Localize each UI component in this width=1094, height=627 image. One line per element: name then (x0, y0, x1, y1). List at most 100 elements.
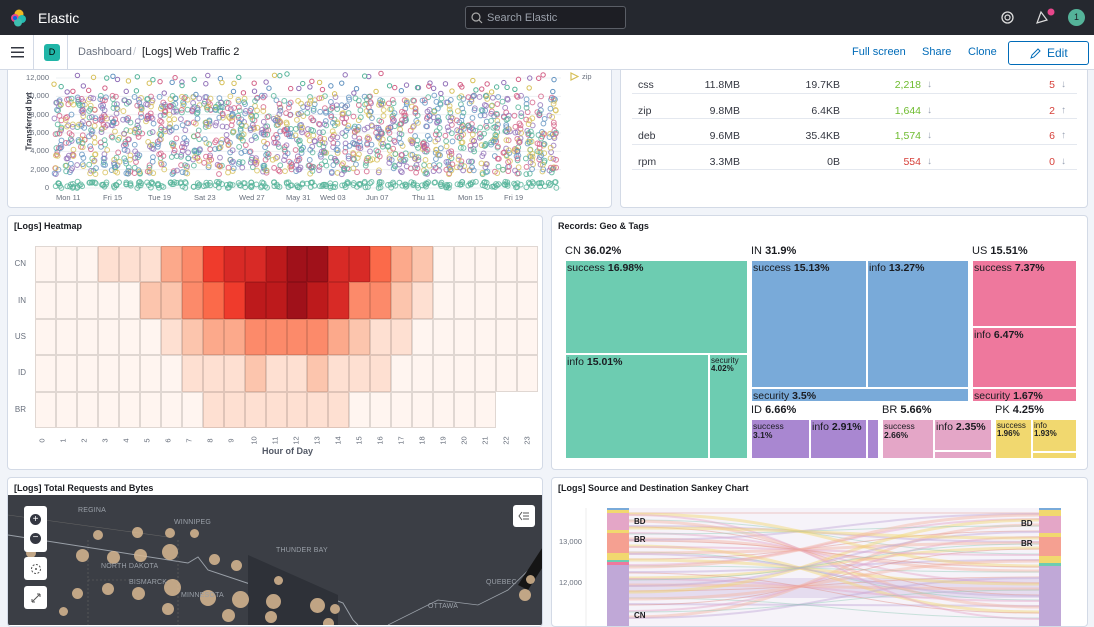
treemap-cell[interactable]: info 6.47% (972, 327, 1077, 388)
heatmap-cell[interactable] (181, 246, 203, 283)
heatmap-cell[interactable] (496, 282, 518, 319)
treemap-cell[interactable]: info 1.93% (1032, 419, 1077, 452)
menu-icon[interactable] (11, 47, 24, 58)
heatmap-cell[interactable] (349, 318, 371, 356)
map-bubble[interactable] (330, 604, 340, 614)
search-input[interactable]: Search Elastic (465, 6, 626, 29)
map-bubble[interactable] (519, 589, 531, 601)
heatmap-cell[interactable] (412, 246, 434, 283)
heatmap-cell[interactable] (328, 355, 350, 392)
heatmap-cell[interactable] (55, 246, 77, 283)
heatmap-cell[interactable] (160, 391, 182, 428)
heatmap-cell[interactable] (181, 355, 203, 392)
treemap-cell[interactable]: info 15.01% (565, 354, 709, 459)
heatmap-cell[interactable] (265, 282, 287, 319)
treemap-cell[interactable]: success 16.98% (565, 260, 748, 354)
heatmap-cell[interactable] (412, 391, 434, 428)
heatmap-cell[interactable] (475, 391, 497, 428)
heatmap-cell[interactable] (286, 391, 308, 428)
full-screen-button[interactable]: Full screen (852, 46, 906, 58)
heatmap-cell[interactable] (454, 318, 476, 356)
heatmap-cell[interactable] (118, 282, 140, 319)
map-bubble[interactable] (26, 548, 36, 558)
heatmap-cell[interactable] (160, 246, 182, 283)
heatmap-cell[interactable] (55, 391, 77, 428)
map-bubble[interactable] (133, 548, 147, 562)
heatmap-cell[interactable] (349, 355, 371, 392)
heatmap-cell[interactable] (391, 391, 413, 428)
heatmap-cell[interactable] (55, 318, 77, 356)
heatmap-cell[interactable] (118, 318, 140, 356)
heatmap-cell[interactable] (244, 318, 266, 356)
edit-button[interactable]: Edit (1008, 41, 1089, 65)
map-bubble[interactable] (309, 597, 325, 613)
map-bubble[interactable] (322, 617, 334, 625)
locate-button[interactable] (24, 557, 47, 580)
map-bubble[interactable] (163, 578, 181, 596)
heatmap-cell[interactable] (35, 246, 56, 283)
fit-bounds-button[interactable] (24, 586, 47, 609)
heatmap-cell[interactable] (412, 355, 434, 392)
heatmap-cell[interactable] (202, 355, 224, 392)
map-bubble[interactable] (189, 528, 199, 538)
heatmap-cell[interactable] (35, 355, 56, 392)
heatmap-cell[interactable] (139, 282, 161, 319)
heatmap-cell[interactable] (412, 318, 434, 356)
heatmap-cell[interactable] (160, 355, 182, 392)
heatmap-cell[interactable] (97, 355, 119, 392)
heatmap-cell[interactable] (139, 355, 161, 392)
heatmap-cell[interactable] (307, 391, 329, 428)
heatmap-cell[interactable] (160, 282, 182, 319)
heatmap-cell[interactable] (496, 246, 518, 283)
heatmap-cell[interactable] (433, 318, 455, 356)
heatmap-cell[interactable] (118, 246, 140, 283)
treemap-cell[interactable]: info 2.91% (810, 419, 867, 459)
heatmap-cell[interactable] (370, 391, 392, 428)
heatmap-cell[interactable] (433, 355, 455, 392)
heatmap-cell[interactable] (118, 355, 140, 392)
heatmap-cell[interactable] (139, 318, 161, 356)
heatmap-cell[interactable] (76, 282, 98, 319)
heatmap-cell[interactable] (244, 246, 266, 283)
heatmap-cell[interactable] (307, 282, 329, 319)
map-canvas[interactable]: REGINA WINNIPEG THUNDER BAY NORTH DAKOTA… (8, 495, 542, 625)
help-icon[interactable] (1001, 11, 1014, 24)
treemap-cell[interactable]: success 1.96% (995, 419, 1032, 459)
treemap-cell[interactable]: success 2.66% (882, 419, 934, 459)
heatmap-cell[interactable] (349, 246, 371, 283)
heatmap-cell[interactable] (328, 391, 350, 428)
map-bubble[interactable] (131, 526, 143, 538)
clone-button[interactable]: Clone (968, 46, 997, 58)
heatmap-cell[interactable] (265, 391, 287, 428)
heatmap-cell[interactable] (391, 246, 413, 283)
space-badge[interactable]: D (44, 44, 60, 61)
heatmap-cell[interactable] (454, 355, 476, 392)
heatmap-cell[interactable] (244, 355, 266, 392)
heatmap-cell[interactable] (370, 282, 392, 319)
map-bubble[interactable] (230, 559, 242, 571)
heatmap-cell[interactable] (475, 282, 497, 319)
heatmap-cell[interactable] (307, 355, 329, 392)
treemap-cell[interactable]: success 3.1% (751, 419, 810, 459)
heatmap-cell[interactable] (181, 391, 203, 428)
heatmap-cell[interactable] (223, 355, 245, 392)
heatmap-cell[interactable] (307, 318, 329, 356)
newsfeed-icon[interactable] (1035, 8, 1055, 26)
treemap-cell[interactable]: info 13.27% (867, 260, 969, 388)
heatmap-cell[interactable] (370, 318, 392, 356)
map-bubble[interactable] (208, 553, 220, 565)
heatmap-cell[interactable] (35, 282, 56, 319)
zoom-in-button[interactable]: + (30, 514, 41, 525)
heatmap-cell[interactable] (97, 391, 119, 428)
treemap-cell[interactable]: info 2.35% (934, 419, 992, 451)
map-bubble[interactable] (162, 603, 174, 615)
treemap-cell[interactable]: success 15.13% (751, 260, 867, 388)
map-bubble[interactable] (71, 587, 83, 599)
heatmap-cell[interactable] (286, 246, 308, 283)
treemap-cell[interactable]: security 1.67% (972, 388, 1077, 402)
map-bubble[interactable] (221, 608, 235, 622)
heatmap-cell[interactable] (328, 318, 350, 356)
heatmap-cell[interactable] (265, 318, 287, 356)
heatmap-cell[interactable] (97, 282, 119, 319)
map-bubble[interactable] (265, 611, 277, 623)
